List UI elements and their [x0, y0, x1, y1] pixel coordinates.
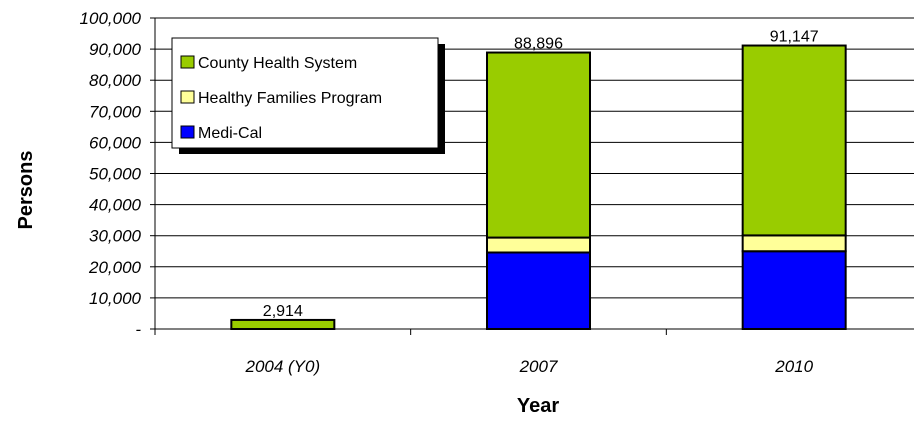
y-tick-label: -	[135, 320, 141, 339]
y-tick-label: 70,000	[89, 102, 142, 121]
legend-label: County Health System	[198, 55, 357, 72]
bar-segment-healthy-families-program	[486, 236, 591, 254]
legend-swatch	[180, 55, 195, 69]
bar-segment-medi-cal	[486, 251, 591, 330]
legend-label: Medi-Cal	[198, 125, 262, 142]
x-axis-label: Year	[517, 395, 559, 417]
y-tick-label: 90,000	[89, 40, 142, 59]
y-tick-label: 30,000	[89, 227, 142, 246]
y-axis-ticks: - 10,000 20,000 30,000 40,000 50,000 60,000 70,…	[80, 9, 155, 339]
bar-segment-medi-cal	[741, 250, 847, 330]
bar-segment-county-health-system	[230, 318, 336, 331]
y-tick-label: 100,000	[80, 9, 142, 28]
bar-total-label: 88,896	[514, 36, 563, 53]
legend-swatch	[180, 125, 195, 139]
legend-box	[171, 37, 439, 149]
bar-segment-county-health-system	[741, 44, 847, 237]
axes	[154, 18, 914, 335]
bar-total-label: 91,147	[770, 29, 819, 46]
x-tick-label: 2004 (Y0)	[244, 357, 320, 376]
y-tick-label: 80,000	[89, 71, 142, 90]
x-tick-label: 2007	[519, 357, 558, 376]
y-tick-label: 50,000	[89, 165, 142, 184]
bar-total-label: 2,914	[263, 303, 303, 320]
y-tick-label: 10,000	[89, 289, 142, 308]
bar-segment-county-health-system	[486, 51, 591, 239]
y-axis-label: Persons	[15, 151, 37, 230]
y-tick-label: 40,000	[89, 196, 142, 215]
legend: County Health System Healthy Families Pro…	[171, 37, 445, 154]
x-axis-tick-labels: 2004 (Y0) 2007 2010	[244, 357, 813, 376]
bars	[230, 44, 847, 331]
legend-swatch	[180, 90, 195, 104]
y-tick-label: 60,000	[89, 133, 142, 152]
data-labels: 2,914 88,896 91,147	[263, 29, 819, 320]
legend-label: Healthy Families Program	[198, 90, 382, 107]
x-tick-label: 2010	[774, 357, 813, 376]
bar-segment-healthy-families-program	[741, 234, 847, 253]
y-tick-label: 20,000	[88, 258, 142, 277]
